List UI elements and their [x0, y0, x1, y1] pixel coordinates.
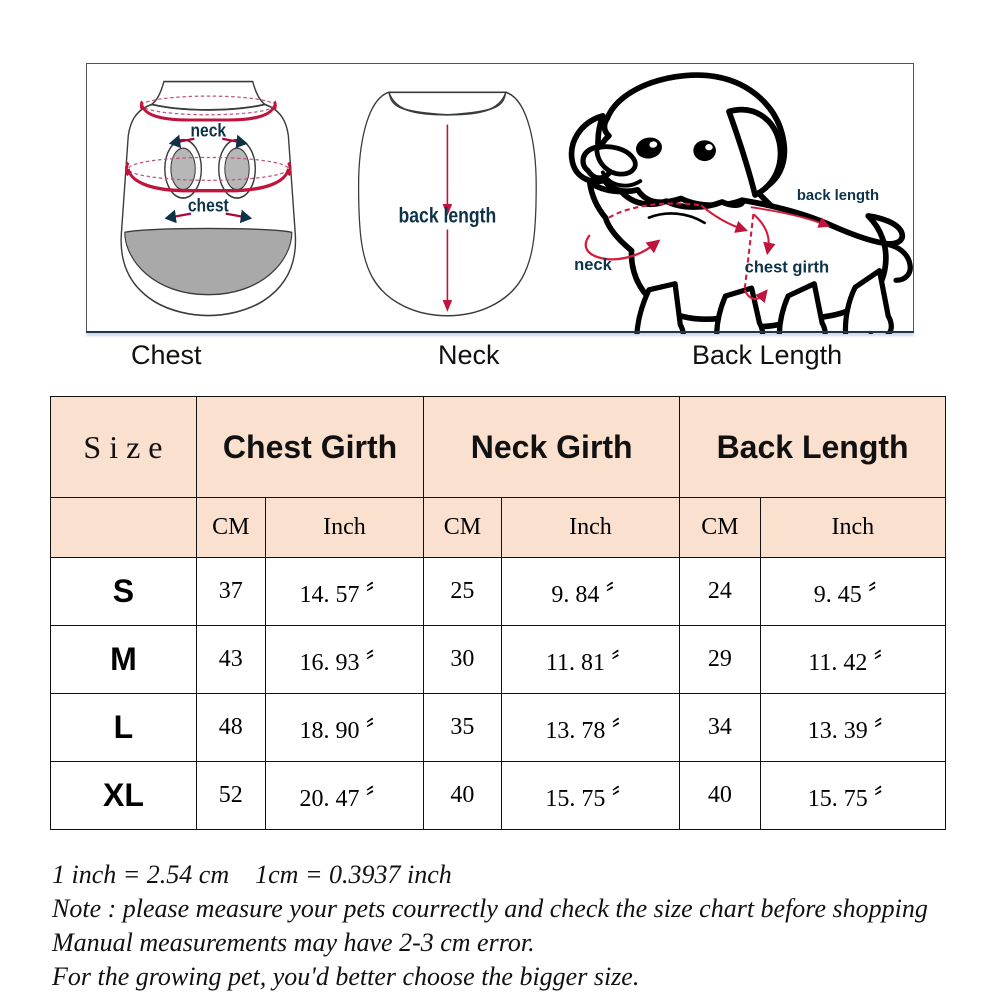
svg-text:neck: neck	[574, 255, 612, 274]
svg-text:neck: neck	[190, 119, 226, 141]
svg-text:back length: back length	[797, 188, 879, 204]
svg-text:back length: back length	[399, 204, 497, 228]
svg-text:chest: chest	[188, 194, 229, 216]
svg-text:chest girth: chest girth	[745, 257, 829, 276]
